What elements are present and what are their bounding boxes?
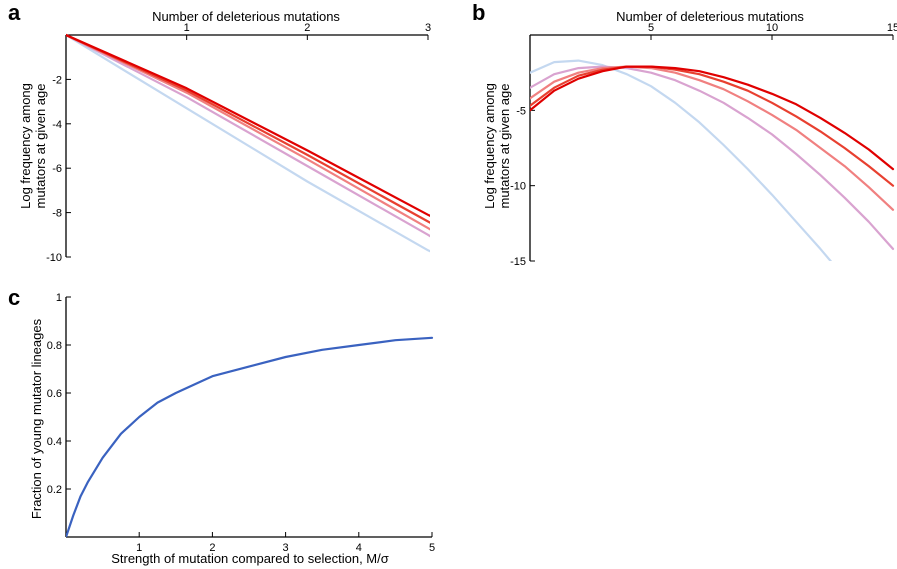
panel-b-series-line-5 <box>530 65 895 171</box>
panel-a-series-line-3 <box>66 33 430 231</box>
panel-c-x-axis-title: Strength of mutation compared to selecti… <box>111 551 389 566</box>
panel-a-series-line-1 <box>66 33 430 253</box>
panel-b-series-line-1 <box>530 59 833 261</box>
panel-a-y-tick-label-0: -2 <box>52 74 62 86</box>
panel-b-y-axis-title-line-1: Log frequency among <box>482 83 497 209</box>
panel-c-series-line-1 <box>66 336 434 537</box>
panel-b-x-tick-label-0: 5 <box>648 22 654 34</box>
panel-c-x-tick-label-3: 4 <box>356 542 362 554</box>
panel-b-x-axis-title: Number of deleterious mutations <box>616 9 804 24</box>
panel-b-y-tick-label-0: -5 <box>516 105 526 117</box>
panel-a-y-tick-label-4: -10 <box>46 252 62 264</box>
panel-c-x-tick-label-1: 2 <box>209 542 215 554</box>
panel-c-x-tick-label-4: 5 <box>429 542 435 554</box>
panel-a-series-line-2 <box>66 33 430 238</box>
panel-b-series-line-4 <box>530 65 895 187</box>
panel-b-x-tick-label-1: 10 <box>766 22 778 34</box>
panel-a-y-axis-title-line-1: Log frequency among <box>18 83 33 209</box>
panel-b-plot-area: 5 10 15 -5 -10 -15 <box>510 22 897 268</box>
panel-a-x-tick-label-1: 2 <box>304 22 310 34</box>
panel-a-x-axis-title: Number of deleterious mutations <box>152 9 340 24</box>
panel-c-x-tick-label-0: 1 <box>136 542 142 554</box>
panel-b-series-line-3 <box>530 65 895 211</box>
panel-a-y-tick-label-3: -8 <box>52 208 62 220</box>
panel-b-series-line-2 <box>530 65 895 250</box>
panel-b-x-tick-label-2: 15 <box>887 22 897 34</box>
panel-c-y-tick-label-4: 1 <box>56 292 62 304</box>
panel-c-y-axis-title: Fraction of young mutator lineages <box>29 318 44 519</box>
panel-c-x-tick-label-2: 3 <box>283 542 289 554</box>
panel-a: a Number of deleterious mutations Log fr… <box>8 0 431 264</box>
panel-a-series-line-5 <box>66 33 430 218</box>
panel-c: c Strength of mutation compared to selec… <box>8 285 435 566</box>
panel-c-plot-area: 1 2 3 4 5 0.2 0.4 0.6 0.8 1 <box>47 292 435 554</box>
panel-b-y-tick-label-2: -15 <box>510 256 526 268</box>
panel-b-y-tick-label-1: -10 <box>510 181 526 193</box>
panel-c-y-tick-label-2: 0.6 <box>47 388 62 400</box>
panel-b-y-axis-title-line-2: mutators at given age <box>497 83 512 208</box>
panel-a-x-tick-label-2: 3 <box>425 22 431 34</box>
panel-a-plot-area: 1 2 3 -2 -4 -6 -8 -10 <box>46 22 431 264</box>
panel-a-x-tick-label-0: 1 <box>184 22 190 34</box>
panel-c-letter: c <box>8 285 20 310</box>
panel-b-letter: b <box>472 0 485 25</box>
panel-c-y-tick-label-0: 0.2 <box>47 484 62 496</box>
panel-c-y-tick-label-1: 0.4 <box>47 436 62 448</box>
panel-a-y-tick-label-1: -4 <box>52 119 62 131</box>
panel-b: b Number of deleterious mutations Log fr… <box>472 0 897 268</box>
panel-a-y-tick-label-2: -6 <box>52 163 62 175</box>
panel-a-letter: a <box>8 0 21 25</box>
panel-c-y-tick-label-3: 0.8 <box>47 340 62 352</box>
panel-a-y-axis-title-line-2: mutators at given age <box>33 83 48 208</box>
panel-a-series-line-4 <box>66 33 430 224</box>
